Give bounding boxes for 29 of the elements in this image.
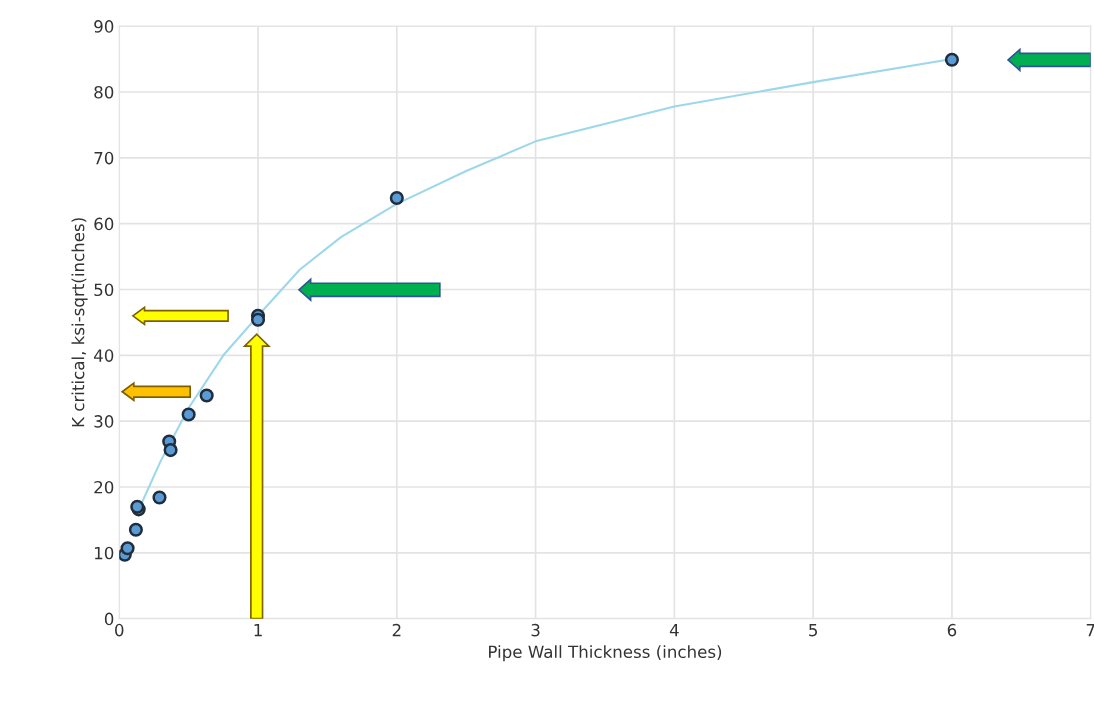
point bbox=[389, 190, 404, 206]
x-tick-label: 4 bbox=[669, 624, 679, 637]
x-tick-label: 6 bbox=[947, 623, 957, 637]
x-tick-label: 5 bbox=[809, 624, 817, 637]
y-tick-label: 20 bbox=[94, 480, 114, 494]
y-tick-label: 90 bbox=[94, 20, 114, 33]
y-tick-label: 80 bbox=[94, 85, 114, 99]
point bbox=[120, 541, 135, 556]
y-tick-label: 50 bbox=[94, 283, 114, 297]
x-tick-label: 3 bbox=[531, 623, 540, 637]
point bbox=[181, 407, 196, 422]
y-tick-label: 40 bbox=[93, 349, 114, 362]
y-tick-label: 0 bbox=[104, 612, 114, 626]
y-tick-label: 70 bbox=[94, 151, 114, 165]
x-tick-label: 0 bbox=[115, 623, 124, 637]
x-tick-label: 7 bbox=[1086, 624, 1094, 637]
point bbox=[152, 490, 167, 505]
y-tick-label: 10 bbox=[95, 546, 114, 560]
point bbox=[944, 52, 959, 67]
point bbox=[163, 443, 178, 458]
x-axis-title: Pipe Wall Thickness (inches) bbox=[489, 645, 722, 662]
y-tick-label: 30 bbox=[94, 415, 114, 428]
point bbox=[250, 312, 266, 327]
x-tick-label: 1 bbox=[254, 624, 262, 637]
x-tick-label: 2 bbox=[392, 623, 401, 637]
y-tick-label: 60 bbox=[94, 217, 114, 231]
point bbox=[199, 388, 214, 403]
point bbox=[128, 522, 143, 537]
y-axis-title: K critical, ksi-sqrt(inches) bbox=[71, 218, 88, 427]
